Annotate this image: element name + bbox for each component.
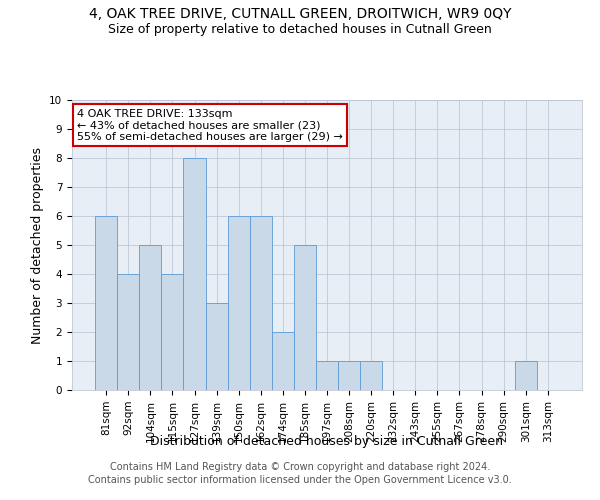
Text: Contains HM Land Registry data © Crown copyright and database right 2024.: Contains HM Land Registry data © Crown c…	[110, 462, 490, 472]
Bar	[515, 361, 537, 390]
Text: Size of property relative to detached houses in Cutnall Green: Size of property relative to detached ho…	[108, 22, 492, 36]
Bar	[206, 303, 227, 390]
Text: 4, OAK TREE DRIVE, CUTNALL GREEN, DROITWICH, WR9 0QY: 4, OAK TREE DRIVE, CUTNALL GREEN, DROITW…	[89, 8, 511, 22]
Bar	[338, 361, 360, 390]
Bar	[294, 245, 316, 390]
Bar	[95, 216, 117, 390]
Text: Contains public sector information licensed under the Open Government Licence v3: Contains public sector information licen…	[88, 475, 512, 485]
Bar	[360, 361, 382, 390]
Bar	[117, 274, 139, 390]
Bar	[316, 361, 338, 390]
Bar	[250, 216, 272, 390]
Bar	[139, 245, 161, 390]
Text: 4 OAK TREE DRIVE: 133sqm
← 43% of detached houses are smaller (23)
55% of semi-d: 4 OAK TREE DRIVE: 133sqm ← 43% of detach…	[77, 108, 343, 142]
Bar	[227, 216, 250, 390]
Bar	[184, 158, 206, 390]
Y-axis label: Number of detached properties: Number of detached properties	[31, 146, 44, 344]
Text: Distribution of detached houses by size in Cutnall Green: Distribution of detached houses by size …	[151, 435, 503, 448]
Bar	[161, 274, 184, 390]
Bar	[272, 332, 294, 390]
